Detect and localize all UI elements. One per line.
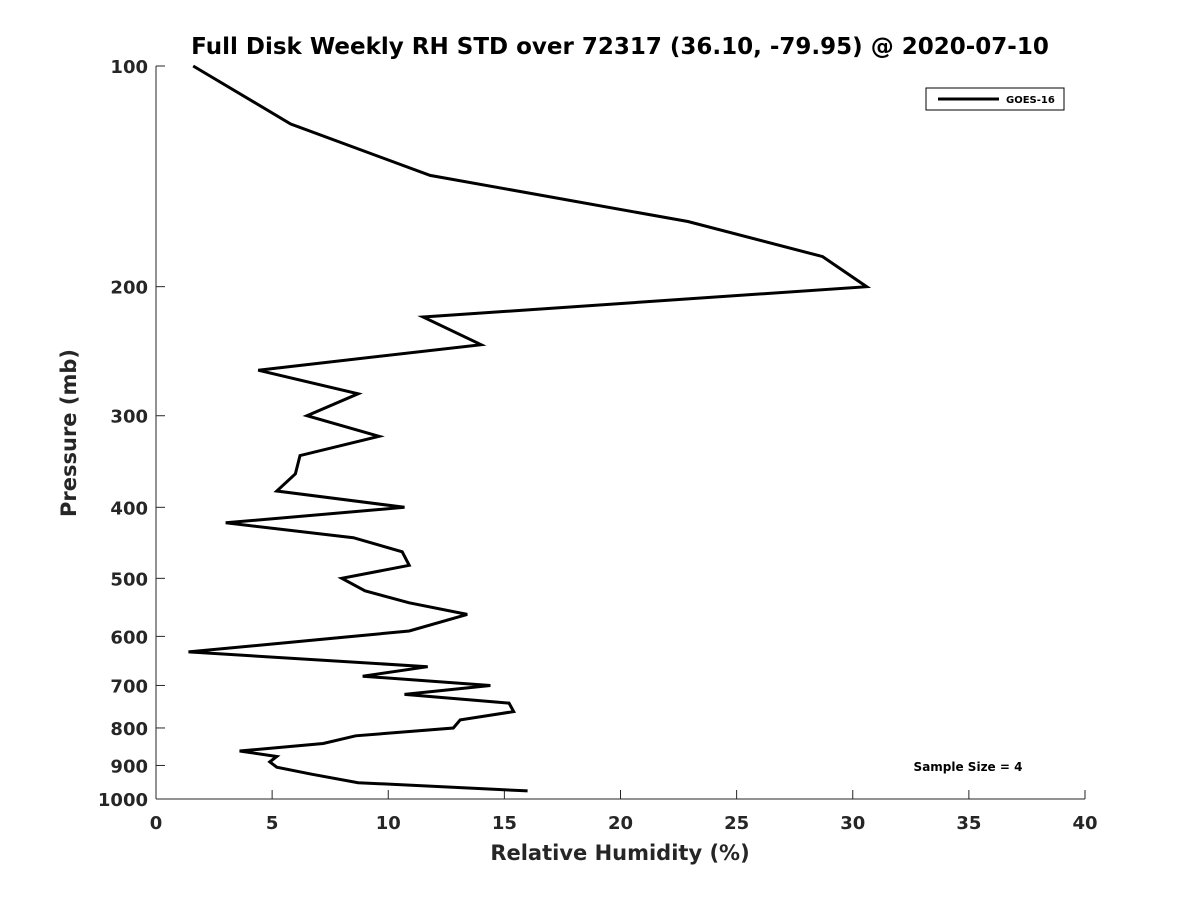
x-axis-label: Relative Humidity (%) [490,841,749,865]
y-tick-label: 300 [110,407,148,428]
y-tick-label: 800 [110,719,148,740]
y-tick-label: 500 [110,569,148,590]
x-tick-label: 35 [956,813,981,834]
legend-entry-goes-16: GOES-16 [1006,95,1055,106]
y-tick-label: 700 [110,676,148,697]
y-tick-label: 600 [110,627,148,648]
plot-axes [155,66,1085,800]
y-tick-label: 100 [110,57,148,78]
x-tick-label: 40 [1072,813,1097,834]
x-tick-label: 5 [266,813,279,834]
y-tick-label: 900 [110,756,148,777]
x-tick-label: 25 [724,813,749,834]
series-layer [188,64,872,793]
x-tick-label: 0 [150,813,163,834]
sample-size-annotation: Sample Size = 4 [914,760,1023,774]
x-tick-label: 20 [608,813,633,834]
series-line-goes-16 [188,64,872,793]
y-tick-label: 200 [110,278,148,299]
x-axis-ticks: 0 5 10 15 20 25 30 35 40 [150,790,1098,834]
y-axis-ticks: 100 200 300 400 500 600 700 800 900 1000 [98,57,165,811]
y-tick-label: 1000 [98,790,148,811]
x-tick-label: 15 [492,813,517,834]
chart-title: Full Disk Weekly RH STD over 72317 (36.1… [191,34,1049,60]
x-tick-label: 10 [376,813,401,834]
x-tick-label: 30 [840,813,865,834]
legend: GOES-16 [925,87,1065,111]
y-tick-label: 400 [110,498,148,519]
y-axis-label: Pressure (mb) [57,349,81,517]
